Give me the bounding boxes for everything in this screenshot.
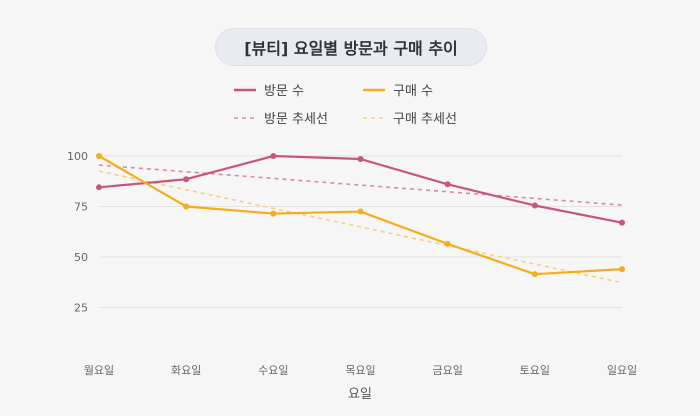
data-point [619,219,625,226]
grid-lines [99,155,622,308]
data-point [270,153,277,159]
x-tick-label: 일요일 [607,363,637,377]
chart-title: [뷰티] 요일별 방문과 구매 추이 [215,28,487,66]
x-tick-label: 금요일 [432,363,462,377]
trend-line-2 [98,164,623,206]
legend-item: 방문 수 [234,84,304,99]
x-tick-label: 월요일 [84,363,114,377]
legend: 방문 수 구매 수방문 추세선 구매 추세선 [234,84,457,127]
legend-label: 구매 수 [393,84,433,99]
y-tick-label: 25 [74,302,88,315]
data-point [183,176,190,183]
x-tick-label: 목요일 [345,363,375,377]
series-line-1 [98,155,623,276]
trend-line-3 [98,170,623,284]
x-axis-ticks: 월요일 화요일 수요일 목요일 금요일 토요일 일요일 [84,363,637,377]
y-tick-label: 100 [67,150,88,163]
data-point [183,203,190,210]
x-tick-label: 토요일 [520,363,550,377]
x-axis-title: 요일 [348,387,372,402]
data-point [270,210,277,217]
series-layer [96,153,625,284]
x-tick-label: 수요일 [258,363,288,377]
data-point [96,153,102,159]
legend-item: 구매 추세선 [363,112,457,127]
data-point [531,271,538,278]
data-point [357,156,364,163]
legend-item: 구매 수 [363,84,433,99]
y-axis-ticks: 25 50 75 100 [67,150,88,315]
legend-label: 방문 수 [264,84,304,99]
y-tick-label: 50 [74,251,88,264]
y-tick-label: 75 [74,201,88,214]
data-point [96,184,102,191]
legend-label: 방문 추세선 [264,112,328,127]
x-tick-label: 화요일 [171,363,201,377]
data-point [444,181,451,188]
legend-item: 방문 추세선 [234,112,328,127]
data-point [531,202,538,209]
data-point [444,240,451,247]
data-point [357,208,364,215]
data-point [619,266,625,273]
legend-label: 구매 추세선 [393,112,457,127]
